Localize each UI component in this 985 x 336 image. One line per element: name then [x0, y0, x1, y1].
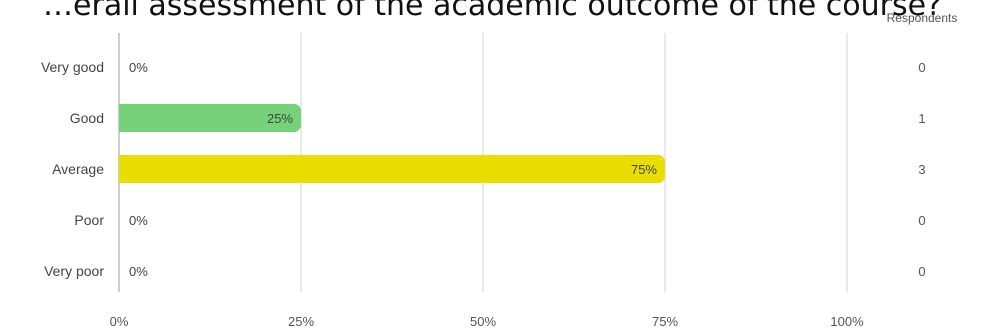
bar-base [119, 155, 127, 183]
bar-value-label: 75% [631, 162, 657, 177]
bar-value-label: 25% [267, 111, 293, 126]
category-label: Poor [74, 212, 104, 228]
respondents-count: 0 [918, 264, 925, 279]
x-tick-label: 100% [830, 314, 864, 329]
respondents-count: 1 [918, 111, 925, 126]
category-label: Good [70, 110, 104, 126]
bar [119, 104, 301, 132]
x-tick-label: 25% [288, 314, 314, 329]
respondents-header: Respondents [887, 11, 958, 25]
bar-value-label: 0% [129, 213, 148, 228]
category-label: Very poor [44, 263, 104, 279]
respondents-count: 0 [918, 60, 925, 75]
bar-base [119, 104, 127, 132]
category-label: Average [52, 161, 104, 177]
bar-value-label: 0% [129, 60, 148, 75]
x-tick-label: 0% [110, 314, 129, 329]
respondents-count: 0 [918, 213, 925, 228]
bar-value-label: 0% [129, 264, 148, 279]
chart-title: …erall assessment of the academic outcom… [43, 0, 942, 23]
respondents-count: 3 [918, 162, 925, 177]
category-label: Very good [41, 59, 104, 75]
bar [119, 155, 665, 183]
x-tick-label: 75% [652, 314, 678, 329]
x-tick-label: 50% [470, 314, 496, 329]
